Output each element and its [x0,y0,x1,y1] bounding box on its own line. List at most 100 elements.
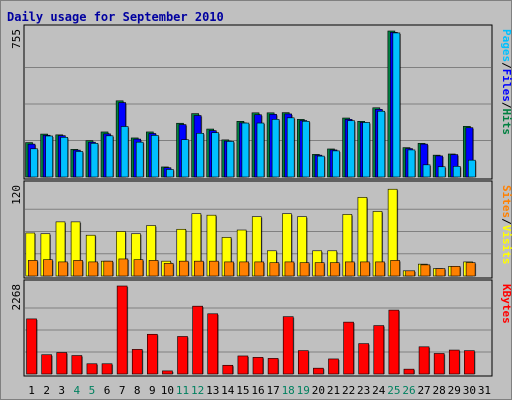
x-tick-label: 20 [312,384,325,397]
legend-entry: Sites [500,185,512,218]
x-tick-label: 9 [149,384,156,397]
bar-sites-day-3 [58,261,68,277]
bar-kbytes-day-23 [358,343,369,375]
bar-sites-day-16 [254,261,265,277]
panel-hits-y-max-label: 755 [10,29,23,49]
x-tick-label: 22 [342,384,355,397]
bar-kbytes-day-10 [162,370,173,375]
panel-hits: 755 Pages/Files/Hits [10,24,512,180]
x-tick-label: 8 [134,384,141,397]
panel-kbytes-y-max-label: 2268 [10,284,23,311]
x-tick-label: 21 [327,384,340,397]
bar-kbytes-day-18 [282,316,294,375]
bar-sites-day-26 [405,270,416,277]
bar-kbytes-day-3 [56,352,68,375]
x-tick-label: 19 [297,384,310,397]
x-tick-label: 15 [236,384,249,397]
x-tick-label: 7 [119,384,126,397]
bar-kbytes-day-24 [373,325,385,375]
bar-pages-day-15 [241,122,250,178]
x-tick-label: 16 [251,384,264,397]
bar-kbytes-day-17 [267,358,279,375]
bar-pages-day-21 [332,150,340,178]
bar-kbytes-day-27 [418,346,430,375]
bar-sites-day-24 [375,261,385,277]
bar-sites-day-14 [224,261,234,277]
bar-sites-day-5 [88,261,98,277]
bar-pages-day-27 [422,164,431,178]
bar-kbytes-day-11 [177,336,188,375]
panel-kbytes-legend: KBytes [500,284,512,324]
bar-kbytes-day-29 [448,349,460,375]
panel-kbytes: 2268 KBytes [10,279,512,377]
bar-pages-day-12 [196,132,204,178]
bar-sites-day-7 [118,258,129,277]
x-tick-label: 12 [191,384,204,397]
bar-pages-day-8 [135,141,144,178]
bar-kbytes-day-13 [207,313,219,375]
x-tick-label: 28 [433,384,446,397]
bar-sites-day-13 [209,260,219,277]
x-axis-tick-labels: 1 2 3 4 5 6 7 8 9 10 11 12 13 14 15 16 17 18 19 20 21 22 23 24 2… [28,384,491,397]
bar-pages-day-23 [362,122,370,178]
bar-kbytes-day-16 [252,357,264,375]
x-tick-label: 24 [372,384,386,397]
x-tick-label: 30 [463,384,476,397]
x-tick-label: 13 [206,384,219,397]
bar-pages-day-1 [30,148,38,178]
x-tick-label: 4 [74,384,81,397]
legend-entry: / [500,62,512,69]
bar-sites-day-17 [269,262,280,277]
bar-kbytes-day-2 [41,354,52,375]
bar-kbytes-day-30 [464,350,475,375]
bar-sites-day-30 [465,262,476,277]
bar-sites-day-21 [329,262,340,277]
x-tick-label: 26 [402,384,415,397]
bar-pages-day-18 [286,117,295,178]
bar-pages-day-5 [90,143,99,178]
bar-sites-day-19 [299,262,310,277]
bar-kbytes-day-4 [71,355,83,375]
bar-sites-day-27 [420,264,431,277]
bar-kbytes-day-15 [237,355,249,375]
legend-entry: Visits [500,225,512,265]
bar-pages-day-28 [437,166,446,178]
x-tick-label: 17 [266,384,279,397]
bar-pages-day-22 [347,120,355,178]
x-tick-label: 18 [282,384,295,397]
bar-sites-day-10 [163,263,174,277]
x-tick-label: 23 [357,384,370,397]
x-tick-label: 1 [28,384,35,397]
bar-pages-day-20 [317,155,325,178]
chart-title: Daily usage for September 2010 [7,10,224,24]
bar-pages-day-26 [407,149,416,178]
bar-kbytes-day-14 [222,364,234,375]
legend-entry: KBytes [500,284,512,324]
bar-sites-day-29 [450,266,461,277]
x-tick-label: 27 [417,384,430,397]
bar-pages-day-7 [120,126,129,178]
x-tick-label: 6 [104,384,111,397]
bar-sites-day-15 [239,261,249,277]
bar-sites-day-11 [178,260,189,277]
panel-visits: 120 Sites/Visits [10,180,512,279]
bar-pages-day-16 [256,122,265,178]
bar-pages-day-4 [75,151,84,178]
bar-sites-day-9 [148,260,159,277]
bar-kbytes-day-22 [343,321,354,375]
panel-visits-y-max-label: 120 [10,185,23,205]
bar-pages-day-3 [60,137,69,178]
bar-kbytes-day-1 [26,318,37,375]
bar-sites-day-8 [133,259,144,277]
bar-kbytes-day-8 [131,349,143,375]
bar-sites-day-1 [27,260,38,277]
bar-pages-day-9 [151,135,159,178]
bar-pages-day-30 [468,159,476,178]
x-tick-label: 3 [58,384,65,397]
bar-pages-day-29 [452,166,461,178]
bar-kbytes-day-25 [388,309,400,375]
legend-entry: Pages [500,29,512,62]
